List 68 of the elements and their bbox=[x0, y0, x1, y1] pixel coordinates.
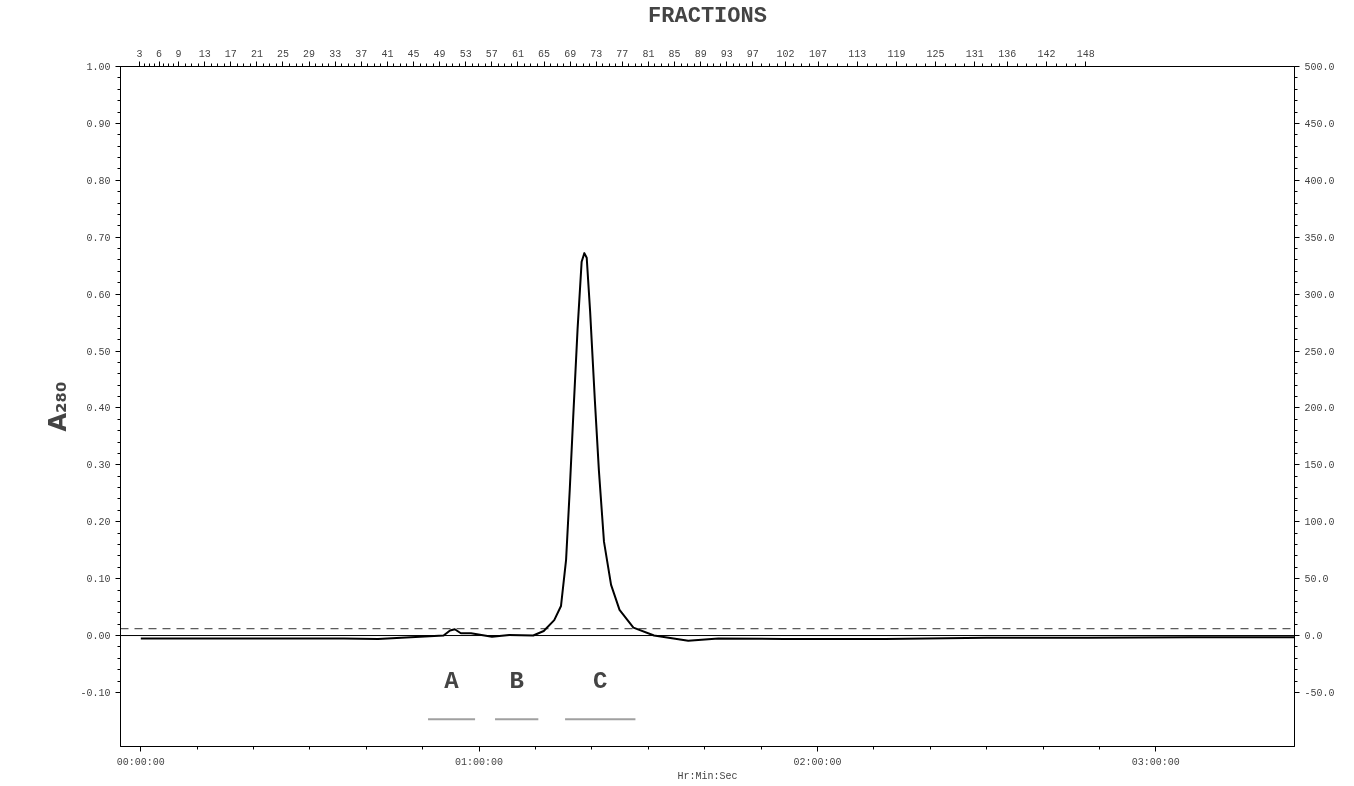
y2-tick-label: 0.0 bbox=[1304, 631, 1323, 643]
x-tick-label: 02:00:00 bbox=[793, 756, 842, 768]
x2-tick-label: 9 bbox=[175, 48, 182, 60]
y-tick-label: 0.30 bbox=[86, 460, 111, 472]
x-tick-label: 01:00:00 bbox=[455, 756, 504, 768]
x2-tick-label: 49 bbox=[433, 48, 446, 60]
y2-tick-label: 200.0 bbox=[1304, 403, 1335, 415]
x2-tick-label: 29 bbox=[303, 48, 316, 60]
x2-tick-label: 131 bbox=[965, 48, 984, 60]
y-tick-label: 0.90 bbox=[86, 118, 111, 130]
x-axis-title: Hr:Min:Sec bbox=[677, 770, 738, 782]
y-tick-label: 0.70 bbox=[86, 232, 111, 244]
y2-tick-label: 50.0 bbox=[1304, 574, 1329, 586]
x2-tick-label: 148 bbox=[1076, 48, 1095, 60]
x2-tick-label: 102 bbox=[776, 48, 795, 60]
y-tick-label: 0.00 bbox=[86, 631, 111, 643]
y2-tick-label: 450.0 bbox=[1304, 118, 1335, 130]
x2-tick-label: 57 bbox=[485, 48, 498, 60]
y-tick-label: 0.50 bbox=[86, 346, 111, 358]
x2-tick-label: 45 bbox=[407, 48, 420, 60]
x2-tick-label: 61 bbox=[511, 48, 524, 60]
x2-tick-label: 41 bbox=[381, 48, 394, 60]
x2-tick-label: 119 bbox=[887, 48, 906, 60]
x2-tick-label: 77 bbox=[616, 48, 629, 60]
x2-tick-label: 13 bbox=[198, 48, 211, 60]
x2-tick-label: 33 bbox=[329, 48, 342, 60]
x2-tick-label: 136 bbox=[998, 48, 1017, 60]
x-tick-label: 03:00:00 bbox=[1131, 756, 1180, 768]
x2-axis-title: FRACTIONS bbox=[648, 3, 767, 29]
y2-tick-label: 350.0 bbox=[1304, 232, 1335, 244]
x2-tick-label: 97 bbox=[746, 48, 759, 60]
series-label: A bbox=[444, 668, 460, 696]
y2-tick-label: 300.0 bbox=[1304, 289, 1335, 301]
x2-tick-label: 53 bbox=[459, 48, 472, 60]
x2-tick-label: 73 bbox=[590, 48, 603, 60]
x2-tick-label: 107 bbox=[809, 48, 828, 60]
x2-tick-label: 21 bbox=[250, 48, 263, 60]
y2-tick-label: 100.0 bbox=[1304, 517, 1335, 529]
y2-tick-label: 250.0 bbox=[1304, 346, 1335, 358]
series-label: B bbox=[509, 668, 524, 696]
y2-tick-label: -50.0 bbox=[1304, 687, 1335, 699]
y-tick-label: 0.20 bbox=[86, 517, 111, 529]
y2-tick-label: 500.0 bbox=[1304, 62, 1335, 73]
x2-tick-label: 93 bbox=[720, 48, 733, 60]
x2-tick-label: 6 bbox=[156, 48, 163, 60]
x2-tick-label: 81 bbox=[642, 48, 655, 60]
x2-tick-label: 69 bbox=[564, 48, 577, 60]
y-tick-label: 0.80 bbox=[86, 175, 111, 187]
x2-tick-label: 3 bbox=[136, 48, 143, 60]
y-axis-title: A₂₈₀ bbox=[44, 381, 73, 432]
x2-tick-label: 37 bbox=[355, 48, 368, 60]
y2-tick-label: 150.0 bbox=[1304, 460, 1335, 472]
x2-tick-label: 125 bbox=[926, 48, 945, 60]
y-tick-label: -0.10 bbox=[80, 687, 111, 699]
y2-tick-label: 400.0 bbox=[1304, 175, 1335, 187]
y-tick-label: 0.10 bbox=[86, 574, 111, 586]
x2-tick-label: 113 bbox=[848, 48, 867, 60]
x2-tick-label: 142 bbox=[1037, 48, 1056, 60]
y-tick-label: 0.60 bbox=[86, 289, 111, 301]
x2-tick-label: 65 bbox=[538, 48, 551, 60]
y-tick-label: 0.40 bbox=[86, 403, 111, 415]
x2-tick-label: 89 bbox=[694, 48, 707, 60]
x-tick-label: 00:00:00 bbox=[116, 756, 165, 768]
y-tick-label: 1.00 bbox=[86, 62, 111, 73]
x2-tick-label: 17 bbox=[224, 48, 237, 60]
x2-tick-label: 25 bbox=[276, 48, 290, 60]
x2-tick-label: 85 bbox=[668, 48, 681, 60]
series-label: C bbox=[593, 668, 608, 696]
